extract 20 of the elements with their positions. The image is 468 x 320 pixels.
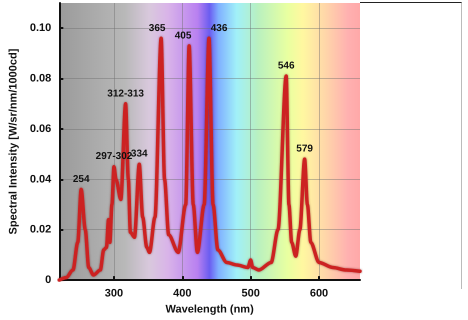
x-axis-title: Wavelength (nm) [166,304,254,316]
y-tick-label: 0.02 [30,224,52,236]
annotation: 579 [296,144,314,155]
x-tick-label: 500 [241,288,260,300]
annotation: 436 [210,22,228,34]
x-tick-label: 400 [173,288,192,300]
y-tick-label: 0.04 [30,173,52,186]
y-axis-title: Spectral Intensity [W/sr/nm/1000cd] [8,48,20,234]
annotation: 405 [174,30,192,42]
x-tick-label: 300 [104,288,124,300]
y-tick-label: 0.10 [30,22,52,34]
y-tick-label: 0.06 [30,122,52,135]
annotation: 546 [278,60,295,72]
y-tick-label: 0 [45,274,52,286]
annotation: 365 [148,22,166,34]
annotation: 312-313 [107,88,144,100]
annotation: 334 [130,148,148,160]
y-tick-label: 0.08 [30,72,52,85]
annotation: 254 [72,174,90,185]
x-tick-label: 600 [310,288,328,300]
